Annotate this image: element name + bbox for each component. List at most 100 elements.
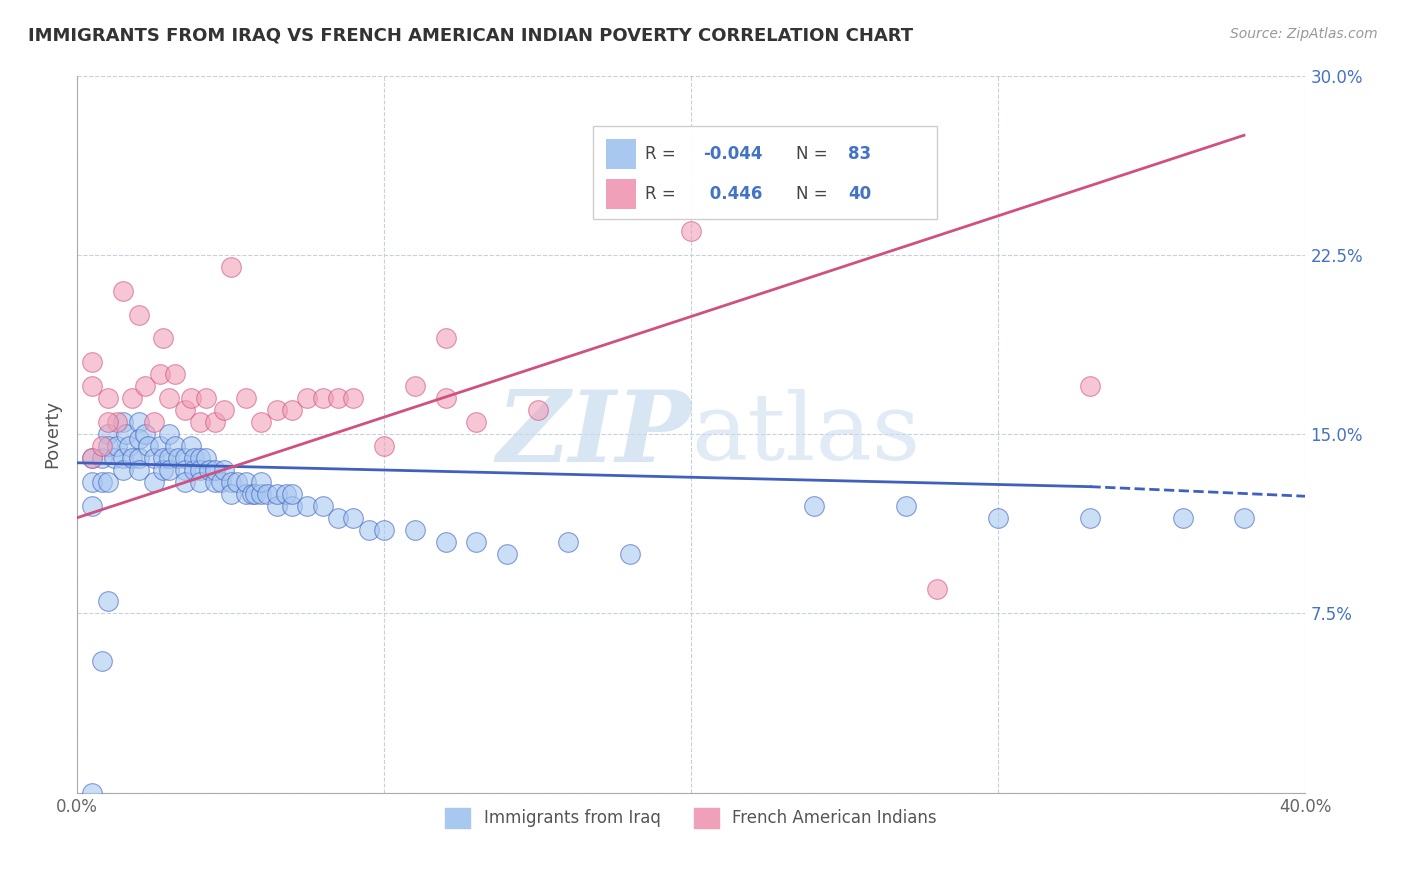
Point	[142, 415, 165, 429]
Point	[173, 475, 195, 489]
Point	[896, 499, 918, 513]
Point	[97, 415, 120, 429]
FancyBboxPatch shape	[606, 139, 636, 169]
Point	[256, 487, 278, 501]
Text: N =: N =	[796, 185, 832, 202]
Point	[281, 499, 304, 513]
Point	[165, 439, 187, 453]
Point	[115, 427, 138, 442]
Text: 0.446: 0.446	[703, 185, 762, 202]
Point	[149, 368, 172, 382]
Point	[266, 499, 288, 513]
Point	[142, 450, 165, 465]
Point	[195, 391, 218, 405]
Point	[103, 450, 125, 465]
Text: -0.044: -0.044	[703, 145, 763, 163]
Point	[214, 403, 236, 417]
Point	[681, 224, 703, 238]
Text: ZIP: ZIP	[496, 386, 692, 483]
Point	[209, 475, 232, 489]
Point	[326, 391, 349, 405]
Point	[188, 415, 211, 429]
Point	[188, 475, 211, 489]
Point	[373, 523, 395, 537]
Point	[82, 355, 104, 369]
Point	[245, 487, 267, 501]
Point	[465, 534, 488, 549]
Point	[342, 510, 364, 524]
Text: Source: ZipAtlas.com: Source: ZipAtlas.com	[1230, 27, 1378, 41]
Text: R =: R =	[644, 185, 681, 202]
Point	[373, 439, 395, 453]
Point	[82, 475, 104, 489]
Point	[250, 475, 273, 489]
Point	[149, 439, 172, 453]
Point	[82, 499, 104, 513]
Legend: Immigrants from Iraq, French American Indians: Immigrants from Iraq, French American In…	[439, 801, 943, 835]
Point	[136, 439, 159, 453]
Point	[180, 391, 202, 405]
Point	[235, 487, 257, 501]
Point	[97, 439, 120, 453]
Point	[266, 487, 288, 501]
Point	[342, 391, 364, 405]
Point	[157, 463, 180, 477]
Point	[404, 523, 426, 537]
Text: 40: 40	[848, 185, 872, 202]
Point	[128, 308, 150, 322]
Point	[134, 379, 156, 393]
Point	[118, 439, 141, 453]
Point	[1080, 510, 1102, 524]
Point	[619, 547, 641, 561]
Point	[219, 487, 242, 501]
Point	[134, 427, 156, 442]
Point	[97, 594, 120, 608]
Point	[225, 475, 247, 489]
Text: R =: R =	[644, 145, 681, 163]
Point	[1080, 379, 1102, 393]
Point	[526, 403, 548, 417]
Text: N =: N =	[796, 145, 832, 163]
Point	[312, 499, 335, 513]
Point	[357, 523, 380, 537]
Point	[250, 415, 273, 429]
Point	[496, 547, 519, 561]
Point	[240, 487, 263, 501]
Point	[157, 427, 180, 442]
Point	[180, 439, 202, 453]
Point	[128, 432, 150, 446]
Point	[281, 487, 304, 501]
Point	[297, 499, 319, 513]
FancyBboxPatch shape	[606, 178, 636, 209]
Point	[274, 487, 297, 501]
Point	[281, 403, 304, 417]
Text: atlas: atlas	[692, 389, 921, 479]
Point	[987, 510, 1010, 524]
Point	[97, 391, 120, 405]
Y-axis label: Poverty: Poverty	[44, 400, 60, 468]
Point	[82, 450, 104, 465]
Point	[121, 450, 143, 465]
Point	[82, 450, 104, 465]
Point	[152, 463, 174, 477]
Point	[219, 475, 242, 489]
Point	[121, 391, 143, 405]
FancyBboxPatch shape	[593, 126, 936, 219]
Point	[266, 403, 288, 417]
Point	[204, 463, 226, 477]
Text: 83: 83	[848, 145, 872, 163]
Point	[434, 534, 457, 549]
Point	[434, 331, 457, 345]
Point	[128, 463, 150, 477]
Point	[557, 534, 579, 549]
Point	[312, 391, 335, 405]
Point	[297, 391, 319, 405]
Point	[1233, 510, 1256, 524]
Point	[90, 450, 112, 465]
Point	[112, 463, 135, 477]
Point	[105, 439, 128, 453]
Point	[214, 463, 236, 477]
Point	[204, 475, 226, 489]
Point	[112, 450, 135, 465]
Point	[183, 450, 205, 465]
